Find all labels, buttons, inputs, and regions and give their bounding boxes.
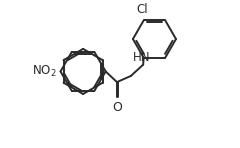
Text: O: O bbox=[112, 100, 122, 114]
Text: HN: HN bbox=[133, 51, 150, 64]
Text: Cl: Cl bbox=[137, 3, 149, 16]
Text: NO$_2$: NO$_2$ bbox=[32, 64, 57, 79]
